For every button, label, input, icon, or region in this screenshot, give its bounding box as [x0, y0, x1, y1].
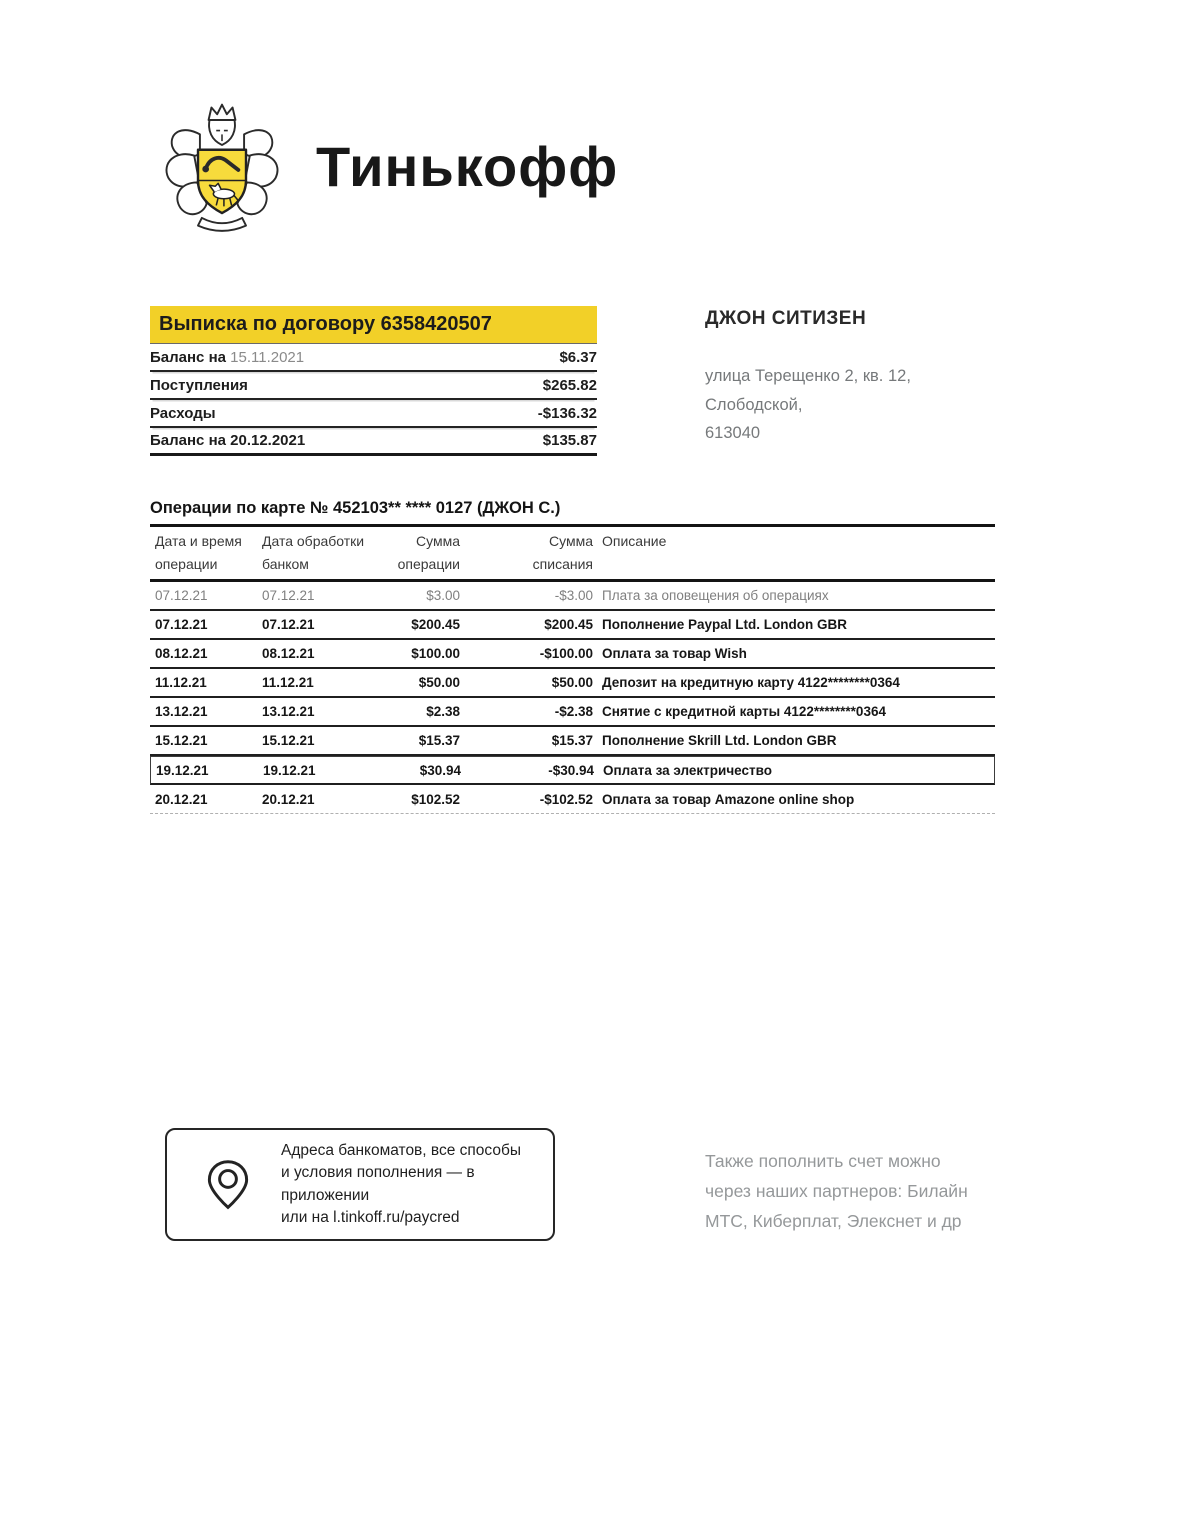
- txn-charge: -$102.52: [539, 791, 593, 807]
- transaction-row: 07.12.21 07.12.21 $200.45 $200.45 Пополн…: [150, 611, 995, 640]
- txn-bank-date: 11.12.21: [262, 675, 314, 690]
- customer-name: ДЖОН СИТИЗЕН: [705, 308, 867, 329]
- txn-description: Депозит на кредитную карту 4122********0…: [602, 675, 900, 690]
- address-line: Слободской,: [705, 395, 803, 414]
- summary-table: Баланс на 15.11.2021 $6.37 Поступления $…: [150, 343, 597, 456]
- atm-info-line: или на l.tinkoff.ru/paycred: [281, 1209, 460, 1226]
- txn-bank-date: 13.12.21: [262, 704, 315, 719]
- atm-info-text: Адреса банкоматов, все способы и условия …: [281, 1140, 553, 1230]
- summary-value: $6.37: [559, 348, 597, 366]
- txn-charge: $50.00: [551, 675, 593, 690]
- transaction-row: 08.12.21 08.12.21 $100.00 -$100.00 Оплат…: [150, 640, 995, 669]
- txn-description: Оплата за товар Amazone online shop: [602, 791, 855, 807]
- col-bank-date: Дата обработки банком: [262, 533, 365, 572]
- txn-amount: $2.38: [426, 704, 460, 719]
- transactions-title: Операции по карте № 452103** **** 0127 (…: [150, 499, 561, 517]
- summary-label: Поступления: [150, 376, 248, 394]
- txn-op-date: 11.12.21: [155, 675, 207, 690]
- summary-label: Баланс на 20.12.2021: [150, 432, 306, 449]
- txn-op-date: 15.12.21: [155, 733, 208, 748]
- summary-row-income: Поступления $265.82: [150, 372, 597, 400]
- transactions-table: Дата и время операции Дата обработки бан…: [150, 524, 995, 814]
- transaction-row: 19.12.21 19.12.21 $30.94 -$30.94 Оплата …: [150, 756, 995, 785]
- txn-bank-date: 07.12.21: [262, 617, 315, 632]
- transaction-row: 13.12.21 13.12.21 $2.38 -$2.38 Снятие с …: [150, 698, 995, 727]
- txn-op-date: 07.12.21: [155, 588, 208, 603]
- transaction-row: 20.12.21 20.12.21 $102.52 -$102.52 Оплат…: [150, 785, 995, 814]
- txn-charge: $15.37: [551, 733, 593, 748]
- txn-op-date: 19.12.21: [156, 762, 209, 778]
- atm-info-line: Адреса банкоматов, все способы: [281, 1141, 521, 1159]
- transaction-row: 15.12.21 15.12.21 $15.37 $15.37 Пополнен…: [150, 727, 995, 756]
- atm-info-box: Адреса банкоматов, все способы и условия …: [165, 1128, 555, 1241]
- col-charge: Сумма списания: [532, 533, 593, 572]
- summary-date: 20.12.2021: [230, 432, 306, 449]
- txn-amount: $30.94: [419, 762, 461, 778]
- atm-info-line: и условия пополнения — в приложении: [281, 1164, 475, 1204]
- summary-row-closing-balance: Баланс на 20.12.2021 $135.87: [150, 428, 597, 456]
- partners-line: Также пополнить счет можно: [705, 1151, 941, 1171]
- address-line: улица Терещенко 2, кв. 12,: [705, 367, 911, 385]
- txn-charge: -$30.94: [548, 762, 594, 778]
- txn-description: Пополнение Paypal Ltd. London GBR: [602, 617, 847, 632]
- txn-bank-date: 20.12.21: [262, 791, 315, 807]
- summary-row-expenses: Расходы -$136.32: [150, 400, 597, 428]
- partners-line: МТС, Киберплат, Элекснет и др: [705, 1211, 962, 1231]
- col-amount: Сумма операции: [397, 533, 460, 572]
- txn-amount: $3.00: [426, 588, 460, 603]
- txn-bank-date: 08.12.21: [262, 646, 315, 661]
- txn-description: Плата за оповещения об операциях: [602, 588, 829, 603]
- txn-op-date: 07.12.21: [155, 617, 208, 632]
- txn-bank-date: 15.12.21: [262, 733, 315, 748]
- partners-line: через наших партнеров: Билайн: [705, 1181, 968, 1201]
- summary-value: -$136.32: [537, 404, 597, 422]
- txn-description: Снятие с кредитной карты 4122********036…: [602, 704, 886, 719]
- customer-address: улица Терещенко 2, кв. 12, Слободской, 613…: [705, 362, 911, 448]
- summary-label: Расходы: [150, 404, 216, 422]
- txn-op-date: 13.12.21: [155, 704, 208, 719]
- txn-amount: $15.37: [418, 733, 460, 748]
- txn-description: Оплата за товар Wish: [602, 646, 747, 661]
- transaction-row: 11.12.21 11.12.21 $50.00 $50.00 Депозит …: [150, 669, 995, 698]
- summary-value: $265.82: [542, 376, 597, 394]
- txn-op-date: 08.12.21: [155, 646, 208, 661]
- brand-wordmark: Тинькофф: [316, 135, 619, 198]
- transaction-row: 07.12.21 07.12.21 $3.00 -$3.00 Плата за …: [150, 582, 995, 611]
- transactions-body: 07.12.21 07.12.21 $3.00 -$3.00 Плата за …: [150, 582, 995, 814]
- txn-charge: -$100.00: [539, 646, 593, 661]
- txn-amount: $100.00: [411, 646, 460, 661]
- txn-amount: $200.45: [411, 617, 460, 632]
- summary-date: 15.11.2021: [230, 348, 305, 366]
- txn-description: Пополнение Skrill Ltd. London GBR: [602, 733, 837, 748]
- summary-label: Баланс на 15.11.2021: [150, 348, 305, 366]
- txn-charge: $200.45: [544, 617, 593, 632]
- txn-amount: $102.52: [411, 791, 460, 807]
- txn-charge: -$2.38: [554, 704, 593, 719]
- partners-note: Также пополнить счет можно через наших па…: [705, 1146, 968, 1236]
- txn-bank-date: 07.12.21: [262, 588, 315, 603]
- address-line: 613040: [705, 424, 761, 442]
- summary-value: $135.87: [542, 432, 597, 449]
- summary-row-opening-balance: Баланс на 15.11.2021 $6.37: [150, 344, 597, 372]
- statement-title: Выписка по договору 6358420507: [150, 306, 597, 343]
- location-pin-icon: [207, 1159, 249, 1209]
- txn-op-date: 20.12.21: [155, 791, 208, 807]
- col-op-date: Дата и время операции: [155, 533, 242, 572]
- txn-charge: -$3.00: [554, 588, 593, 603]
- txn-bank-date: 19.12.21: [263, 762, 316, 778]
- tinkoff-crest-logo: [165, 103, 279, 232]
- txn-amount: $50.00: [418, 675, 460, 690]
- transactions-header: Дата и время операции Дата обработки бан…: [150, 524, 995, 582]
- col-description: Описание: [602, 533, 667, 549]
- txn-description: Оплата за электричество: [603, 762, 772, 778]
